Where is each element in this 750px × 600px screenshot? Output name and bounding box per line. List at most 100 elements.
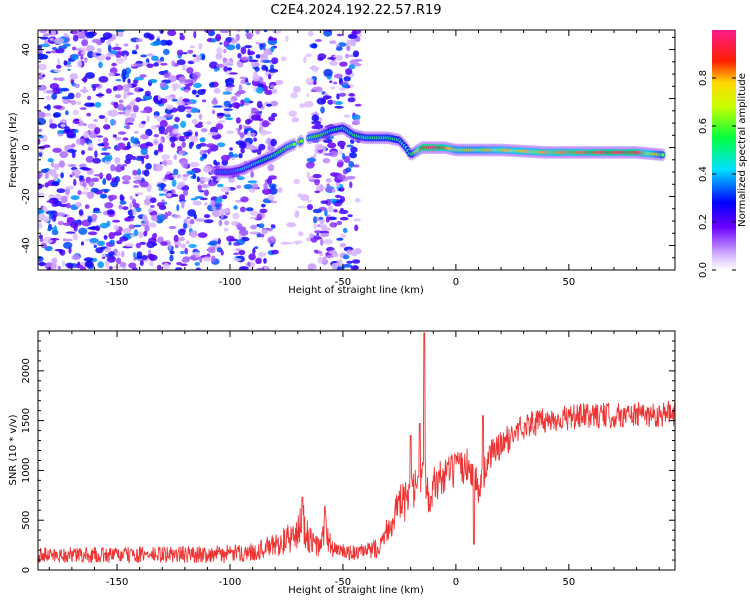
- noise-speckle: [123, 43, 129, 47]
- noise-speckle: [47, 228, 52, 232]
- noise-speckle: [113, 120, 117, 125]
- noise-speckle: [252, 247, 256, 255]
- noise-speckle: [191, 255, 197, 259]
- noise-speckle: [100, 253, 107, 258]
- noise-speckle: [124, 243, 134, 247]
- noise-speckle: [105, 88, 112, 94]
- noise-speckle: [238, 124, 243, 130]
- noise-speckle: [256, 100, 263, 109]
- noise-speckle: [103, 124, 111, 130]
- noise-speckle: [191, 140, 194, 146]
- noise-speckle: [240, 147, 245, 154]
- noise-speckle: [80, 241, 85, 246]
- noise-speckle: [198, 113, 203, 120]
- noise-speckle: [266, 103, 272, 107]
- noise-speckle: [326, 183, 331, 188]
- noise-speckle: [93, 173, 104, 177]
- noise-speckle: [38, 138, 41, 145]
- noise-speckle: [166, 104, 174, 110]
- noise-speckle: [152, 242, 158, 246]
- noise-speckle: [192, 54, 197, 58]
- noise-speckle: [54, 248, 63, 252]
- noise-speckle: [179, 250, 185, 255]
- noise-speckle: [121, 164, 128, 167]
- noise-speckle: [137, 168, 142, 176]
- noise-speckle: [245, 30, 249, 33]
- noise-speckle: [303, 56, 307, 64]
- noise-speckle: [60, 87, 70, 92]
- noise-speckle: [141, 255, 148, 260]
- noise-speckle: [339, 92, 346, 97]
- noise-speckle: [268, 183, 277, 189]
- noise-speckle: [334, 73, 343, 79]
- snr-frame: [37, 330, 676, 571]
- noise-speckle: [84, 102, 94, 107]
- noise-speckle: [191, 107, 199, 113]
- noise-speckle: [143, 169, 150, 177]
- noise-speckle: [64, 188, 70, 195]
- noise-speckle: [336, 220, 343, 226]
- noise-speckle: [206, 143, 216, 148]
- noise-speckle: [185, 101, 195, 105]
- noise-speckle: [139, 98, 148, 102]
- noise-speckle: [59, 203, 68, 208]
- noise-speckle: [173, 234, 179, 242]
- noise-speckle: [82, 182, 87, 188]
- noise-speckle: [63, 43, 71, 47]
- noise-speckle: [216, 178, 221, 182]
- noise-speckle: [42, 33, 51, 37]
- noise-speckle: [323, 239, 334, 245]
- noise-speckle: [253, 246, 259, 250]
- noise-speckle: [202, 153, 208, 158]
- noise-speckle: [75, 201, 82, 208]
- heatmap-ytick-label: -40: [21, 237, 32, 253]
- noise-speckle: [43, 236, 54, 244]
- noise-speckle: [247, 50, 256, 56]
- noise-speckle: [156, 264, 162, 270]
- colorbar-tick-label: 0.0: [698, 262, 709, 278]
- noise-speckle: [98, 61, 103, 68]
- noise-speckle: [81, 51, 86, 55]
- noise-speckle: [341, 83, 349, 88]
- noise-speckle: [182, 174, 190, 177]
- noise-speckle: [307, 263, 317, 270]
- noise-speckle: [70, 195, 80, 201]
- noise-speckle: [98, 76, 109, 83]
- noise-speckle: [239, 76, 248, 80]
- noise-speckle: [233, 258, 242, 262]
- noise-speckle: [148, 208, 153, 213]
- noise-speckle: [181, 141, 186, 148]
- noise-speckle: [271, 249, 279, 255]
- noise-speckle: [59, 151, 69, 159]
- noise-speckle: [61, 260, 66, 267]
- noise-speckle: [144, 225, 150, 232]
- noise-speckle: [258, 110, 263, 114]
- noise-speckle: [164, 114, 175, 118]
- noise-speckle: [176, 204, 180, 212]
- noise-speckle: [187, 209, 197, 217]
- noise-speckle: [257, 251, 267, 257]
- noise-speckle: [176, 100, 185, 106]
- noise-speckle: [245, 32, 254, 38]
- noise-speckle: [348, 64, 356, 70]
- noise-speckle: [38, 172, 43, 178]
- noise-speckle: [229, 147, 233, 151]
- noise-speckle: [96, 240, 106, 246]
- noise-speckle: [315, 39, 322, 42]
- noise-speckle: [251, 114, 261, 121]
- noise-speckle: [275, 79, 284, 85]
- noise-speckle: [256, 213, 263, 221]
- noise-speckle: [186, 113, 192, 118]
- noise-speckle: [158, 193, 166, 197]
- noise-speckle: [349, 39, 357, 47]
- noise-speckle: [88, 180, 95, 187]
- noise-speckle: [262, 42, 266, 51]
- noise-speckle: [210, 38, 217, 43]
- noise-speckle: [104, 116, 108, 124]
- noise-speckle: [108, 266, 113, 270]
- noise-speckle: [188, 244, 197, 248]
- noise-speckle: [128, 224, 136, 230]
- noise-speckle: [122, 236, 127, 239]
- noise-speckle: [129, 195, 133, 200]
